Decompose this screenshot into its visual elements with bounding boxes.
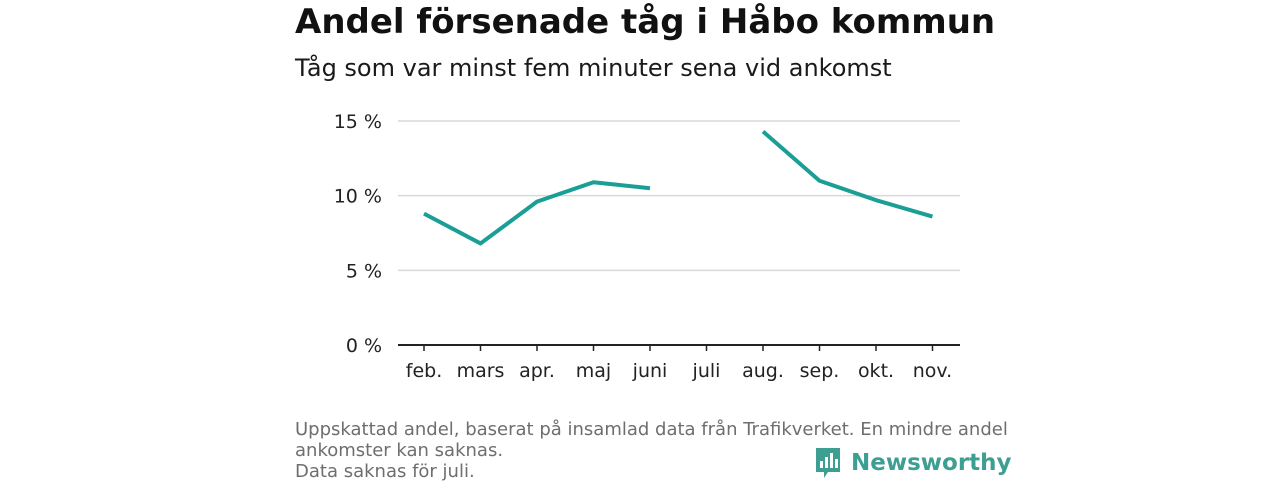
chart-subtitle: Tåg som var minst fem minuter sena vid a… <box>295 54 892 82</box>
x-tick-label: maj <box>576 360 611 382</box>
x-tick-label: mars <box>457 360 505 382</box>
footnote-line: Data saknas för juli. <box>295 461 475 482</box>
footnote: Uppskattad andel, baserat på insamlad da… <box>295 419 1008 482</box>
newsworthy-logo-icon <box>816 448 840 478</box>
series-layer <box>423 129 934 246</box>
brand-logo: Newsworthy <box>814 446 1012 480</box>
x-tick-label: juni <box>632 360 668 382</box>
x-tick-label: sep. <box>800 360 840 382</box>
chart-title: Andel försenade tåg i Håbo kommun <box>295 2 996 42</box>
x-tick-label: juli <box>692 360 721 382</box>
x-tick-label: feb. <box>406 360 442 382</box>
axis-layer: 0 % 5 % 10 % 15 % feb. mars apr. maj juni juli aug… <box>334 111 960 382</box>
y-tick-label: 0 % <box>346 335 382 357</box>
series-line <box>761 129 934 219</box>
y-tick-label: 5 % <box>346 260 382 282</box>
footnote-line: ankomster kan saknas. <box>295 440 504 461</box>
x-tick-label: aug. <box>742 360 784 382</box>
x-tick-label: okt. <box>858 360 894 382</box>
y-tick-label: 15 % <box>334 111 382 133</box>
y-tick-label: 10 % <box>334 186 382 208</box>
series-line <box>423 180 651 246</box>
footnote-line: Uppskattad andel, baserat på insamlad da… <box>295 419 1008 440</box>
x-tick-label: apr. <box>519 360 555 382</box>
x-tick-label: nov. <box>913 360 952 382</box>
brand-name: Newsworthy <box>851 450 1012 476</box>
grid-layer <box>398 120 960 272</box>
